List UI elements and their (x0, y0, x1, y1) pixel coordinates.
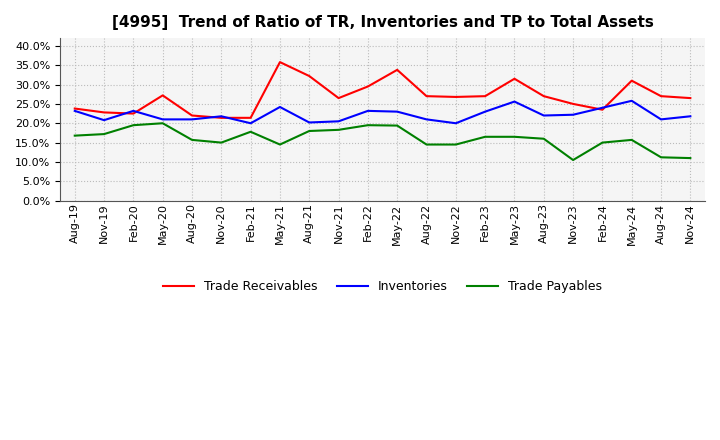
Inventories (393, 109, 402, 114)
Trade Payables (657, 155, 665, 160)
Inventories (71, 108, 79, 114)
Trade Payables (246, 129, 255, 134)
Inventories (598, 105, 607, 110)
Trade Receivables (627, 78, 636, 83)
Trade Payables (158, 121, 167, 126)
Trade Receivables (217, 115, 225, 121)
Trade Receivables (510, 76, 519, 81)
Inventories (100, 117, 109, 123)
Trade Payables (510, 134, 519, 139)
Trade Payables (686, 155, 695, 161)
Trade Payables (627, 137, 636, 143)
Inventories (686, 114, 695, 119)
Trade Receivables (393, 67, 402, 73)
Trade Receivables (188, 113, 197, 118)
Trade Payables (569, 158, 577, 163)
Trade Payables (598, 140, 607, 145)
Inventories (246, 121, 255, 126)
Trade Receivables (71, 106, 79, 111)
Trade Payables (481, 134, 490, 139)
Line: Trade Receivables: Trade Receivables (75, 62, 690, 118)
Trade Receivables (569, 101, 577, 106)
Inventories (657, 117, 665, 122)
Line: Trade Payables: Trade Payables (75, 123, 690, 160)
Trade Payables (451, 142, 460, 147)
Trade Payables (217, 140, 225, 145)
Inventories (276, 104, 284, 110)
Trade Payables (393, 123, 402, 128)
Trade Receivables (305, 73, 314, 79)
Trade Receivables (539, 94, 548, 99)
Trade Payables (334, 127, 343, 132)
Inventories (481, 109, 490, 114)
Trade Payables (100, 132, 109, 137)
Inventories (451, 121, 460, 126)
Trade Payables (422, 142, 431, 147)
Trade Receivables (129, 111, 138, 116)
Trade Receivables (334, 95, 343, 101)
Trade Payables (188, 137, 197, 143)
Trade Payables (305, 128, 314, 134)
Trade Receivables (246, 115, 255, 121)
Trade Payables (71, 133, 79, 138)
Trade Receivables (100, 110, 109, 115)
Inventories (305, 120, 314, 125)
Trade Payables (276, 142, 284, 147)
Inventories (364, 108, 372, 114)
Trade Receivables (276, 59, 284, 65)
Trade Payables (364, 123, 372, 128)
Inventories (217, 114, 225, 119)
Inventories (569, 112, 577, 117)
Trade Receivables (598, 107, 607, 112)
Trade Receivables (686, 95, 695, 101)
Trade Receivables (657, 94, 665, 99)
Title: [4995]  Trend of Ratio of TR, Inventories and TP to Total Assets: [4995] Trend of Ratio of TR, Inventories… (112, 15, 654, 30)
Trade Receivables (364, 84, 372, 89)
Inventories (627, 98, 636, 103)
Trade Receivables (451, 94, 460, 99)
Inventories (188, 117, 197, 122)
Inventories (129, 108, 138, 114)
Trade Receivables (422, 94, 431, 99)
Trade Payables (539, 136, 548, 141)
Inventories (422, 117, 431, 122)
Inventories (539, 113, 548, 118)
Trade Payables (129, 123, 138, 128)
Inventories (158, 117, 167, 122)
Inventories (510, 99, 519, 104)
Inventories (334, 119, 343, 124)
Trade Receivables (481, 94, 490, 99)
Trade Receivables (158, 93, 167, 98)
Legend: Trade Receivables, Inventories, Trade Payables: Trade Receivables, Inventories, Trade Pa… (158, 275, 607, 298)
Line: Inventories: Inventories (75, 101, 690, 123)
